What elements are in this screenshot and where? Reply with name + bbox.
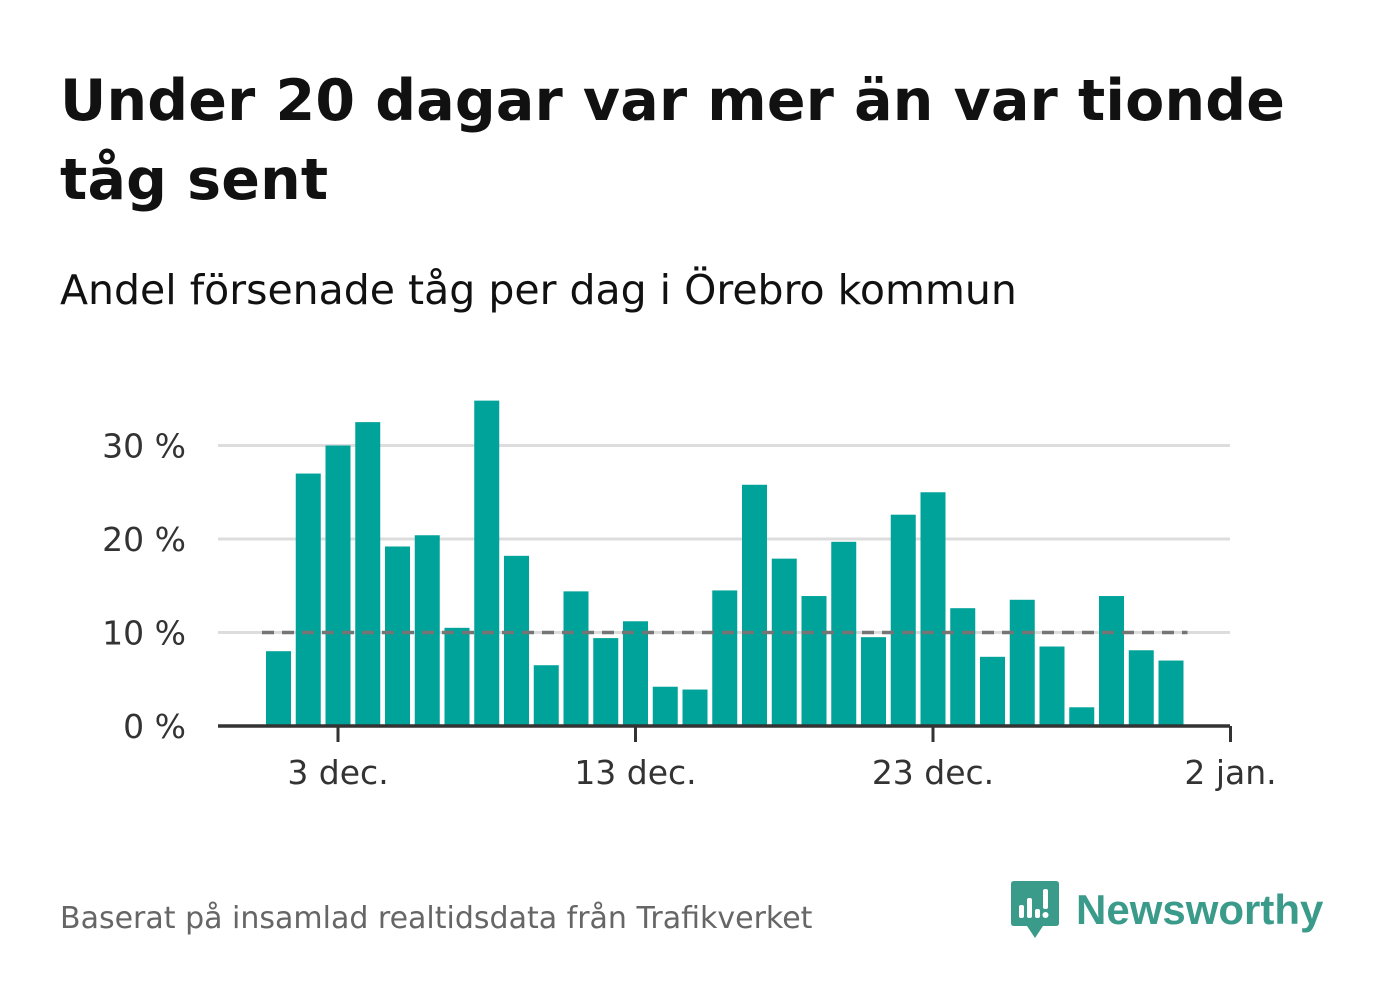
bar — [1069, 707, 1095, 726]
bar — [712, 590, 738, 726]
bar — [563, 591, 589, 726]
bar — [504, 555, 529, 726]
x-axis — [218, 724, 1232, 742]
bar — [1009, 599, 1035, 726]
bar — [444, 627, 470, 726]
x-tick-label: 23 dec. — [872, 753, 994, 792]
chart-subtitle: Andel försenade tåg per dag i Örebro kom… — [60, 266, 1017, 314]
bar — [474, 400, 500, 726]
bar — [414, 535, 440, 726]
brand-name: Newsworthy — [1076, 886, 1324, 933]
x-axis-tick-labels: 3 dec. 13 dec. 23 dec. 2 jan. — [287, 753, 1276, 792]
chart-title: Under 20 dagar var mer än var tionde tåg… — [60, 68, 1286, 213]
brand-logo-block[interactable]: Newsworthy — [1010, 878, 1323, 942]
bar — [355, 422, 381, 726]
bar — [1128, 650, 1154, 726]
newsworthy-logo-icon — [1011, 881, 1059, 938]
y-tick-label: 30 % — [102, 427, 186, 466]
y-tick-label: 0 % — [123, 707, 186, 746]
y-tick-label: 10 % — [102, 614, 186, 653]
x-tick-label: 13 dec. — [574, 753, 696, 792]
bar — [1099, 596, 1124, 726]
bar — [742, 484, 767, 726]
bar — [295, 473, 321, 726]
bar — [385, 546, 410, 726]
bar — [920, 492, 946, 726]
bar — [652, 686, 678, 726]
bar — [682, 689, 708, 726]
bar — [533, 665, 559, 726]
bar — [771, 558, 797, 726]
bar — [623, 621, 648, 726]
bar — [980, 656, 1005, 726]
y-axis-tick-labels: 0 % 10 % 20 % 30 % — [102, 427, 186, 747]
source-note: Baserat på insamlad realtidsdata från Tr… — [60, 901, 813, 936]
y-tick-label: 20 % — [102, 520, 186, 559]
x-tick-label: 2 jan. — [1184, 753, 1276, 792]
bar — [266, 651, 291, 726]
bar — [1158, 660, 1184, 726]
bar — [1039, 646, 1065, 726]
bar — [801, 596, 827, 726]
bars — [266, 400, 1184, 726]
x-tick-label: 3 dec. — [287, 753, 388, 792]
bar — [593, 638, 619, 726]
bar — [325, 445, 351, 726]
bar — [861, 637, 886, 726]
bar — [950, 608, 976, 726]
bar — [890, 514, 916, 726]
